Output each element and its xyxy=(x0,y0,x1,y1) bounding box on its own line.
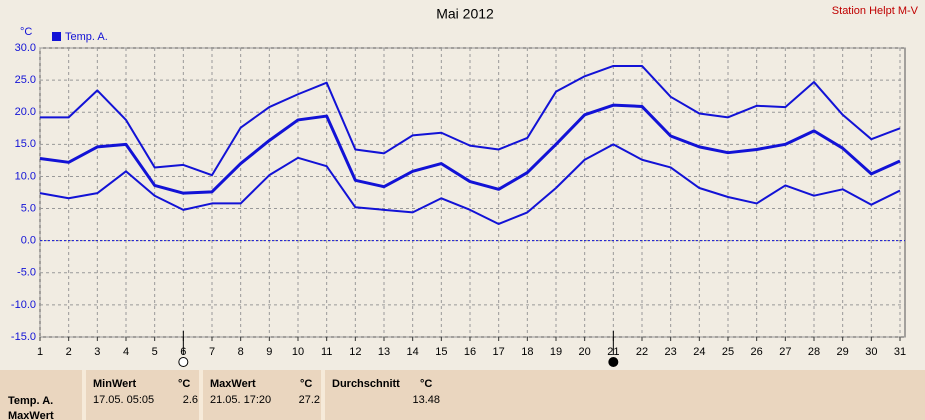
chart-title: Mai 2012 xyxy=(436,6,494,22)
moon-phase xyxy=(608,357,619,367)
x-tick-label: 29 xyxy=(837,346,849,358)
column-unit: °C xyxy=(420,378,433,390)
x-tick-label: 16 xyxy=(464,346,476,358)
x-tick-label: 20 xyxy=(579,346,591,358)
legend-swatch xyxy=(52,32,61,41)
y-tick-label: 30.0 xyxy=(15,42,36,54)
cell-value: 2.6 xyxy=(182,394,198,406)
column-unit: °C xyxy=(300,378,313,390)
station-label: Station Helpt M-V xyxy=(832,5,919,17)
x-tick-label: 30 xyxy=(865,346,877,358)
x-tick-label: 23 xyxy=(665,346,677,358)
x-tick-label: 25 xyxy=(722,346,734,358)
separator xyxy=(199,370,203,420)
x-tick-label: 10 xyxy=(292,346,304,358)
y-tick-label: 20.0 xyxy=(15,106,36,118)
series-line xyxy=(40,64,901,177)
column-header: MinWert xyxy=(93,378,137,390)
x-tick-label: 24 xyxy=(693,346,705,358)
moon-phase xyxy=(178,357,189,367)
x-tick-label: 31 xyxy=(894,346,906,358)
y-tick-label: -10.0 xyxy=(11,299,36,311)
y-tick-label: 10.0 xyxy=(15,170,36,182)
series-line xyxy=(39,143,901,225)
x-tick-label: 18 xyxy=(521,346,533,358)
x-tick-label: 4 xyxy=(123,346,129,358)
x-tick-label: 3 xyxy=(94,346,100,358)
x-tick-label: 9 xyxy=(266,346,272,358)
row-label: Temp. A. xyxy=(8,395,54,407)
y-tick-label: 25.0 xyxy=(15,74,36,86)
cell-value: 27.2 xyxy=(298,394,320,406)
x-tick-label: 5 xyxy=(152,346,158,358)
x-tick-label: 1 xyxy=(37,346,43,358)
x-tick-label: 8 xyxy=(238,346,244,358)
chart: Mai 2012 Station Helpt M-V °C -15.0 -10.0… xyxy=(11,5,919,367)
x-tick-label: 11 xyxy=(321,346,332,358)
x-tick-label: 22 xyxy=(636,346,648,358)
x-tick-label: 15 xyxy=(435,346,447,358)
cell-time: 21.05. 17:20 xyxy=(210,394,272,406)
separator xyxy=(321,370,325,420)
series-line xyxy=(39,103,901,195)
cell-value: 13.48 xyxy=(412,394,440,406)
x-tick-label: 13 xyxy=(378,346,390,358)
y-tick-label: 5.0 xyxy=(21,202,36,214)
separator xyxy=(82,370,86,420)
x-tick-label: 14 xyxy=(407,346,419,358)
row-label: MaxWert xyxy=(8,410,54,420)
x-tick-label: 17 xyxy=(493,346,505,358)
y-tick-label: -5.0 xyxy=(17,267,36,279)
y-unit: °C xyxy=(20,26,32,38)
cell-time: 17.05. 05:05 xyxy=(93,394,155,406)
column-unit: °C xyxy=(178,378,191,390)
x-tick-label: 26 xyxy=(751,346,763,358)
x-tick-label: 28 xyxy=(808,346,820,358)
x-tick-label: 12 xyxy=(349,346,361,358)
x-tick-label: 19 xyxy=(550,346,562,358)
y-tick-label: 0.0 xyxy=(21,235,36,247)
x-tick-label: 7 xyxy=(209,346,215,358)
summary-table: Temp. A. MaxWert MinWert °C 17.05. 05:05 2.6 M… xyxy=(0,370,925,420)
column-header: Durchschnitt xyxy=(332,378,400,390)
legend-label: Temp. A. xyxy=(65,31,108,43)
y-tick-label: -15.0 xyxy=(11,331,36,343)
x-tick-label: 2 xyxy=(66,346,72,358)
x-tick-label: 27 xyxy=(779,346,791,358)
column-header: MaxWert xyxy=(210,378,256,390)
y-tick-label: 15.0 xyxy=(15,138,36,150)
